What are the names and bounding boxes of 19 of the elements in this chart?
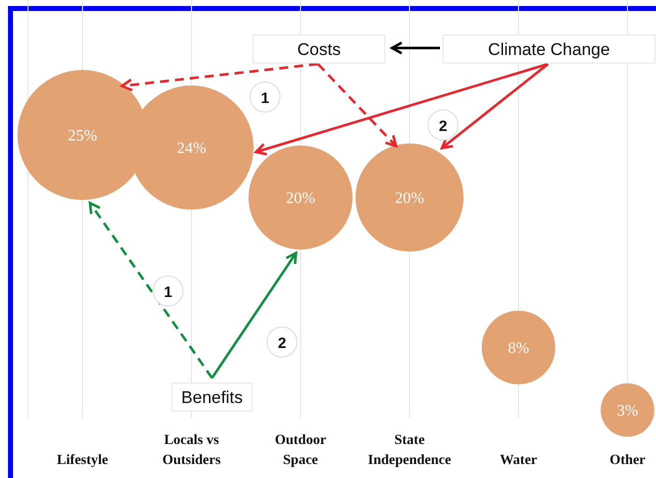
- x-tick-label: Water: [500, 453, 538, 468]
- annotation: 2: [438, 118, 448, 135]
- text: Costs: [297, 40, 341, 59]
- annotation: 1: [164, 284, 172, 301]
- x-tick-label: Other: [610, 453, 646, 468]
- data-label: 25%: [68, 128, 98, 145]
- x-tick-label: Lifestyle: [56, 453, 108, 468]
- text: Climate Change: [488, 40, 610, 59]
- data-label: 8%: [508, 340, 530, 358]
- x-tick-label: Outdoor Space: [274, 433, 326, 468]
- data-label: 24%: [176, 140, 206, 158]
- text: 1: [260, 90, 270, 107]
- annotation: 2: [278, 335, 286, 352]
- data-label: 20%: [286, 190, 316, 208]
- data-label: 3%: [616, 402, 638, 420]
- x-tick-label: Locals vs Outsiders: [162, 433, 222, 468]
- annotation: Benefits: [181, 388, 243, 407]
- data-label: 20%: [394, 190, 424, 208]
- x-tick-label: State Independence: [368, 433, 452, 468]
